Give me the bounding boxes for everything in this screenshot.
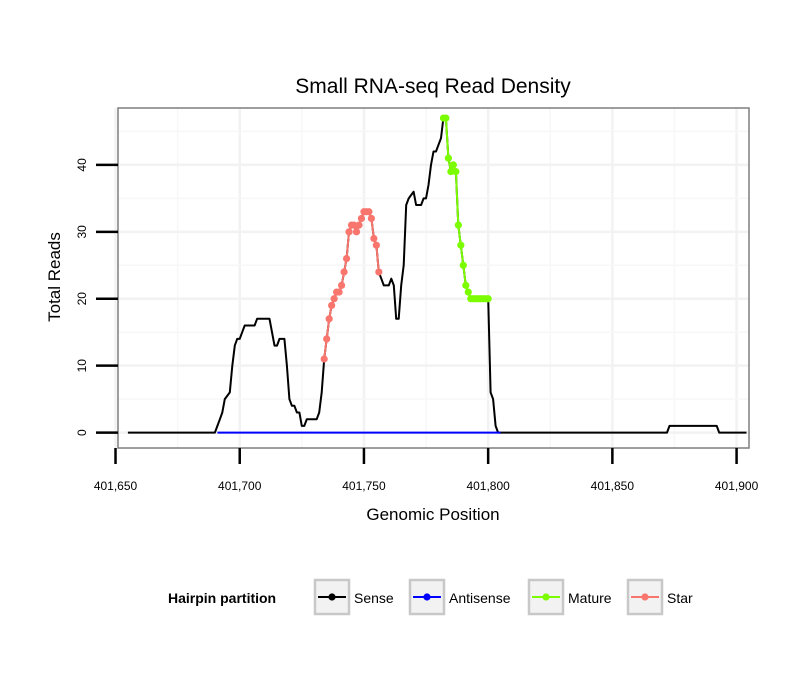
legend-label-sense: Sense [354, 590, 394, 606]
legend-dot-mature [542, 593, 550, 601]
legend: Hairpin partition Sense Antisense Mature St… [168, 578, 693, 616]
mature-point [464, 288, 472, 296]
star-point [340, 268, 348, 276]
star-point [375, 268, 383, 276]
legend-dot-star [641, 593, 649, 601]
star-point [323, 335, 331, 343]
plot-series [127, 114, 747, 434]
mature-line [443, 117, 489, 300]
y-axis-label: Total Reads [45, 232, 64, 322]
star-point [325, 315, 333, 323]
star-point [352, 228, 361, 236]
star-point [355, 221, 363, 229]
star-point [365, 208, 373, 216]
star-point [342, 254, 351, 263]
star-point [320, 355, 328, 363]
star-point [330, 295, 338, 303]
star-point [350, 221, 358, 229]
legend-label-mature: Mature [568, 590, 612, 606]
mature-point [442, 114, 450, 122]
star-point [335, 288, 343, 296]
star-point [337, 281, 346, 289]
star-point [367, 214, 375, 223]
legend-label-antisense: Antisense [449, 590, 511, 606]
mature-point [459, 261, 467, 269]
mature-point [462, 281, 470, 289]
mature-point [444, 154, 453, 162]
x-axis-label: Genomic Position [366, 505, 499, 524]
legend-dot-antisense [423, 593, 431, 601]
x-tick-label: 401,900 [715, 479, 759, 493]
mature-point [484, 295, 492, 303]
star-point [372, 241, 380, 249]
y-tick-label: 20 [75, 292, 89, 306]
x-tick-label: 401,700 [218, 479, 262, 493]
star-point [328, 301, 336, 310]
legend-title: Hairpin partition [168, 590, 276, 606]
x-tick-label: 401,750 [342, 479, 386, 493]
y-tick-label: 40 [75, 158, 89, 172]
legend-label-star: Star [667, 590, 693, 606]
star-point [357, 214, 366, 223]
chart-title: Small RNA-seq Read Density [295, 75, 571, 98]
y-tick-label: 10 [75, 359, 89, 373]
star-point [370, 234, 378, 243]
mature-point [449, 161, 457, 169]
x-axis: 401,650 401,700 401,750 401,800 401,850 401,9… [94, 448, 759, 493]
mature-point [454, 221, 462, 229]
x-tick-label: 401,650 [94, 479, 138, 493]
mature-point [452, 167, 460, 176]
x-tick-label: 401,850 [591, 479, 635, 493]
legend-dot-sense [328, 593, 336, 601]
y-axis: 0 10 20 30 40 [75, 158, 118, 436]
star-point [345, 228, 353, 236]
plot-panel-border [117, 107, 750, 449]
mature-point [447, 167, 455, 176]
y-tick-label: 0 [75, 429, 89, 436]
x-tick-label: 401,800 [466, 479, 510, 493]
mature-point [457, 241, 465, 249]
y-tick-label: 30 [75, 225, 89, 239]
